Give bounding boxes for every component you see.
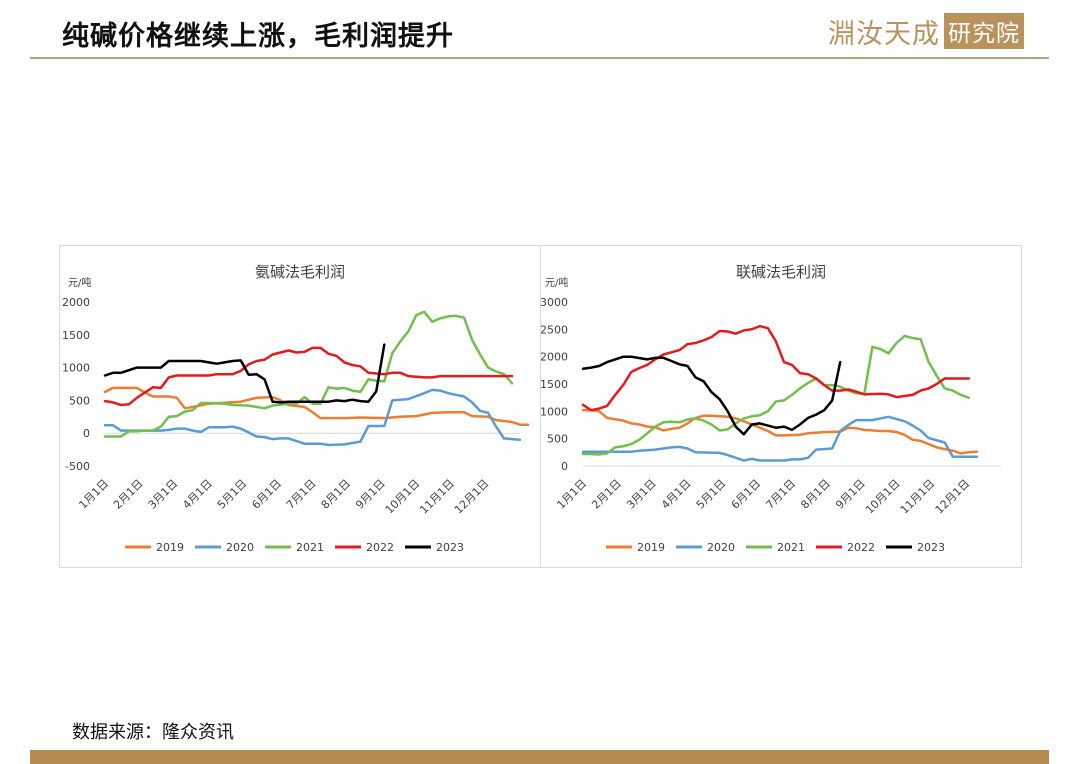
y-unit-label: 元/吨 bbox=[68, 276, 91, 289]
series-line-2020 bbox=[581, 415, 979, 462]
chart-title: 氨碱法毛利润 bbox=[255, 263, 345, 281]
footer-bar bbox=[30, 750, 1049, 764]
chart-panel-combined-soda: 联碱法毛利润元/吨 0 500 1000 1500 2000 2500 3000 1月1日 2月1… bbox=[540, 245, 1022, 568]
x-tick-label: 11月1日 bbox=[898, 477, 938, 517]
x-tick-label: 6月1日 bbox=[729, 477, 764, 512]
x-tick-label: 3月1日 bbox=[624, 477, 659, 512]
series-line-2019 bbox=[103, 386, 530, 426]
y-tick-label: 0 bbox=[561, 460, 568, 473]
x-tick-label: 3月1日 bbox=[146, 477, 181, 512]
x-tick-label: 6月1日 bbox=[249, 477, 284, 512]
legend-label: 2021 bbox=[296, 541, 324, 554]
series-line-2022 bbox=[581, 324, 971, 412]
x-tick-label: 1月1日 bbox=[554, 477, 589, 512]
x-tick-label: 5月1日 bbox=[215, 477, 250, 512]
series-line-2021 bbox=[581, 334, 971, 456]
legend-label: 2022 bbox=[366, 541, 394, 554]
x-tick-label: 5月1日 bbox=[694, 477, 729, 512]
y-tick-label: 500 bbox=[69, 394, 90, 407]
y-tick-label: 500 bbox=[547, 433, 568, 446]
series-line-2022 bbox=[103, 346, 514, 407]
logo-text: 淵汝天成 bbox=[828, 18, 940, 50]
y-tick-label: 2000 bbox=[541, 351, 568, 364]
legend-label: 2023 bbox=[917, 541, 945, 554]
y-tick-label: -500 bbox=[65, 460, 90, 473]
x-tick-label: 4月1日 bbox=[659, 477, 694, 512]
legend-label: 2022 bbox=[847, 541, 875, 554]
y-tick-label: 1500 bbox=[541, 378, 568, 391]
legend-label: 2020 bbox=[707, 541, 735, 554]
x-tick-label: 1月1日 bbox=[76, 477, 111, 512]
x-tick-label: 10月1日 bbox=[383, 477, 423, 517]
chart-panel-ammonia-soda: 氨碱法毛利润元/吨 -500 0 500 1000 1500 2000 1月1日 2月1日 3月1… bbox=[59, 245, 541, 568]
y-tick-label: 0 bbox=[83, 427, 90, 440]
y-tick-label: 1000 bbox=[62, 362, 90, 375]
y-tick-label: 2500 bbox=[541, 323, 568, 336]
y-tick-label: 2000 bbox=[62, 296, 90, 309]
x-tick-label: 10月1日 bbox=[863, 477, 903, 517]
x-tick-label: 4月1日 bbox=[180, 477, 215, 512]
legend-label: 2019 bbox=[637, 541, 665, 554]
chart-title: 联碱法毛利润 bbox=[736, 263, 826, 281]
series-line-2021 bbox=[103, 310, 514, 438]
legend-label: 2020 bbox=[226, 541, 254, 554]
series-line-2019 bbox=[581, 408, 979, 455]
x-tick-label: 8月1日 bbox=[319, 477, 354, 512]
brand-logo: 淵汝天成 研究院 bbox=[828, 12, 1024, 50]
x-tick-label: 12月1日 bbox=[933, 477, 973, 517]
x-tick-label: 8月1日 bbox=[798, 477, 833, 512]
legend-label: 2023 bbox=[436, 541, 464, 554]
legend-label: 2021 bbox=[777, 541, 805, 554]
x-tick-label: 7月1日 bbox=[763, 477, 798, 512]
data-source-note: 数据来源：隆众资讯 bbox=[72, 722, 234, 743]
x-tick-label: 11月1日 bbox=[417, 477, 457, 517]
series-line-2023 bbox=[581, 355, 842, 436]
logo-box-text: 研究院 bbox=[944, 13, 1024, 49]
x-tick-label: 2月1日 bbox=[589, 477, 624, 512]
y-tick-label: 1000 bbox=[541, 405, 568, 418]
x-tick-label: 2月1日 bbox=[111, 477, 146, 512]
series-line-2020 bbox=[103, 388, 522, 447]
x-tick-label: 12月1日 bbox=[452, 477, 492, 517]
legend-label: 2019 bbox=[156, 541, 184, 554]
y-unit-label: 元/吨 bbox=[545, 276, 568, 289]
header-divider bbox=[30, 57, 1049, 59]
page-title: 纯碱价格继续上涨，毛利润提升 bbox=[62, 21, 454, 52]
y-tick-label: 1500 bbox=[62, 329, 90, 342]
x-tick-label: 7月1日 bbox=[284, 477, 319, 512]
y-tick-label: 3000 bbox=[541, 296, 568, 309]
series-line-2023 bbox=[103, 343, 386, 404]
